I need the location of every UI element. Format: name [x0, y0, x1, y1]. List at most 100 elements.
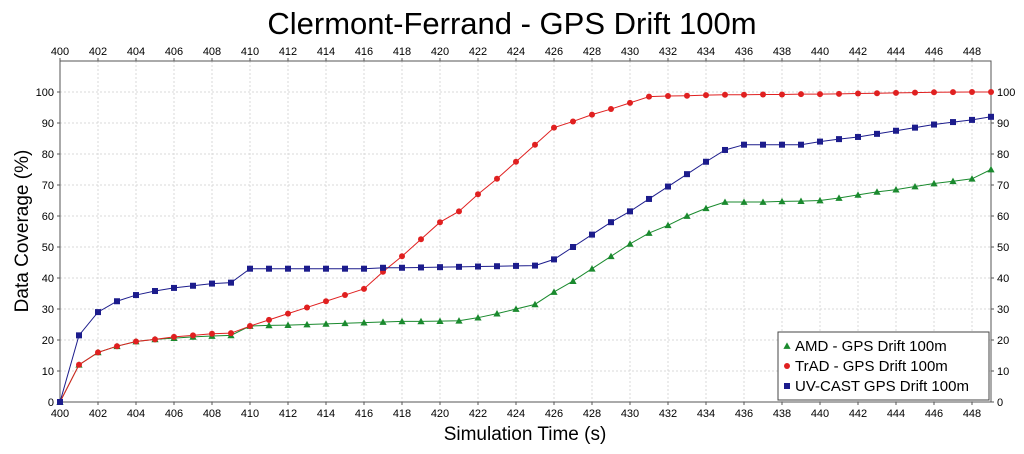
data-point — [969, 89, 975, 95]
data-point — [854, 191, 862, 198]
y-tick-label: 100 — [36, 87, 54, 99]
chart-title: Clermont-Ferrand - GPS Drift 100m — [267, 6, 757, 41]
data-point — [418, 236, 424, 243]
axis-ticks: 4004004024024044044064064084084104104124… — [36, 46, 1016, 420]
data-point — [683, 212, 691, 219]
data-point — [892, 186, 900, 193]
data-point — [740, 198, 748, 205]
data-point — [855, 90, 861, 97]
data-point — [836, 90, 842, 97]
data-point — [893, 127, 899, 134]
series-line — [59, 91, 991, 403]
x-tick-label: 416 — [355, 408, 373, 420]
data-point — [494, 263, 500, 270]
data-point — [874, 130, 880, 137]
x-tick-label-top: 438 — [773, 46, 791, 58]
y-tick-label-right: 90 — [997, 118, 1009, 130]
data-point — [323, 298, 329, 305]
data-point — [322, 320, 330, 327]
data-point — [494, 175, 500, 182]
data-point — [152, 288, 158, 295]
x-tick-label: 410 — [241, 408, 259, 420]
data-point — [551, 124, 557, 131]
data-point — [551, 256, 557, 263]
data-point — [836, 136, 842, 143]
legend-marker — [784, 383, 790, 389]
x-tick-label: 402 — [89, 408, 107, 420]
data-point — [304, 265, 310, 272]
data-point — [855, 133, 861, 140]
data-point — [684, 171, 690, 178]
data-point — [703, 92, 709, 99]
y-tick-label: 60 — [42, 211, 54, 223]
data-point — [399, 253, 405, 260]
data-point — [266, 265, 272, 272]
data-point — [760, 91, 766, 98]
data-point — [209, 330, 215, 337]
data-point — [171, 284, 177, 291]
x-tick-label: 414 — [317, 408, 335, 420]
y-axis-title: Data Coverage (%) — [12, 150, 33, 313]
x-tick-label: 446 — [925, 408, 943, 420]
data-point — [873, 188, 881, 195]
data-point — [532, 262, 538, 269]
data-point — [532, 141, 538, 148]
x-tick-label-top: 448 — [963, 46, 981, 58]
data-point — [285, 310, 291, 317]
data-point — [361, 285, 367, 292]
data-point — [398, 317, 406, 325]
legend: AMD - GPS Drift 100m TrAD - GPS Drift 100… — [777, 331, 990, 401]
data-point — [569, 277, 577, 284]
y-tick-label-right: 100 — [997, 87, 1015, 99]
data-point — [304, 304, 310, 311]
data-point — [911, 182, 919, 190]
data-point — [436, 317, 444, 324]
data-point — [456, 263, 462, 270]
data-point — [531, 300, 539, 308]
y-tick-label-right: 80 — [997, 149, 1009, 161]
data-point — [418, 264, 424, 271]
x-tick-label: 412 — [279, 408, 297, 420]
data-point — [379, 318, 387, 325]
x-tick-label: 422 — [469, 408, 487, 420]
legend-label: AMD - GPS Drift 100m — [795, 338, 947, 355]
x-tick-label-top: 426 — [545, 46, 563, 58]
data-point — [95, 309, 101, 316]
y-tick-label: 50 — [42, 242, 54, 254]
y-tick-label-right: 20 — [997, 335, 1009, 347]
data-point — [968, 175, 976, 182]
x-tick-label-top: 408 — [203, 46, 221, 58]
data-point — [931, 89, 937, 96]
data-point — [835, 194, 843, 201]
x-tick-label: 436 — [735, 408, 753, 420]
x-tick-label: 406 — [165, 408, 183, 420]
y-tick-label-right: 30 — [997, 304, 1009, 316]
y-tick-label: 80 — [42, 149, 54, 161]
x-tick-label: 444 — [887, 408, 905, 420]
legend-marker — [784, 363, 790, 369]
data-point — [930, 179, 938, 187]
data-point — [95, 349, 101, 356]
data-point — [380, 264, 386, 271]
data-point — [570, 118, 576, 125]
y-tick-label: 10 — [42, 366, 54, 378]
x-tick-label: 426 — [545, 408, 563, 420]
x-tick-label: 448 — [963, 408, 981, 420]
data-point — [912, 124, 918, 131]
data-point — [817, 91, 823, 98]
legend-marker — [783, 342, 791, 349]
data-point — [417, 317, 425, 325]
y-tick-label: 30 — [42, 304, 54, 316]
data-point — [608, 106, 614, 113]
data-point — [209, 280, 215, 287]
data-point — [702, 204, 710, 212]
x-tick-label: 434 — [697, 408, 715, 420]
data-point — [988, 89, 994, 95]
data-point — [341, 319, 349, 327]
data-point — [988, 113, 994, 120]
data-point — [76, 361, 82, 368]
data-point — [266, 316, 272, 323]
data-point — [950, 89, 956, 96]
data-point — [247, 265, 253, 272]
